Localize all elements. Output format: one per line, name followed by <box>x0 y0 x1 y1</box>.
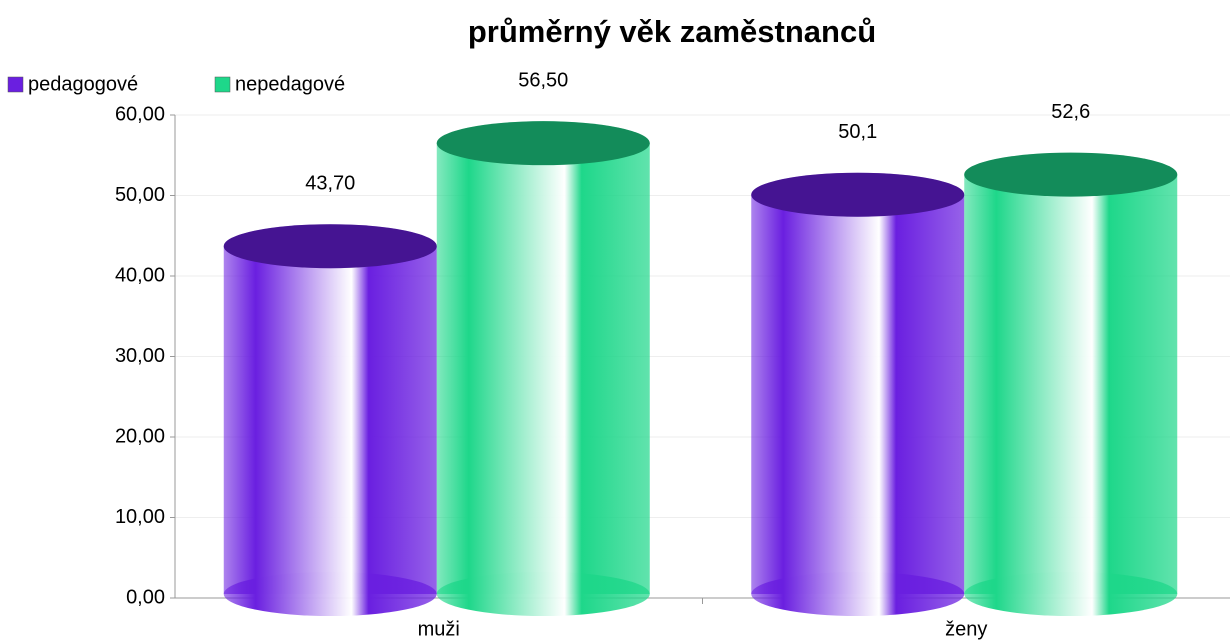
y-tick-label: 60,00 <box>115 103 165 125</box>
bar <box>223 246 437 594</box>
y-tick-label: 40,00 <box>115 264 165 286</box>
bar-top-shade <box>436 121 650 166</box>
data-label: 50,1 <box>838 121 877 143</box>
bar-top <box>964 152 1178 197</box>
bar-top-shade <box>751 172 965 217</box>
bar-top-shade <box>964 152 1178 197</box>
bar-top <box>223 224 437 269</box>
y-tick-label: 20,00 <box>115 425 165 447</box>
y-tick-label: 0,00 <box>126 586 165 608</box>
x-tick-label: muži <box>418 618 460 640</box>
data-label: 52,6 <box>1051 101 1090 123</box>
bar-top <box>751 172 965 217</box>
bar <box>436 143 650 595</box>
y-tick-label: 10,00 <box>115 506 165 528</box>
legend-swatch <box>214 76 231 93</box>
legend-label: nepedagové <box>235 73 345 95</box>
bar <box>751 194 965 594</box>
data-label: 56,50 <box>518 69 568 91</box>
bar-top <box>436 121 650 166</box>
data-label: 43,70 <box>305 172 355 194</box>
bar-top-shade <box>223 224 437 269</box>
y-tick-label: 30,00 <box>115 345 165 367</box>
bar <box>964 174 1178 594</box>
x-tick-label: ženy <box>945 618 987 640</box>
legend-label: pedagogové <box>28 73 138 95</box>
legend-swatch <box>7 76 24 93</box>
chart-title: průměrný věk zaměstnanců <box>468 14 876 49</box>
y-tick-label: 50,00 <box>115 184 165 206</box>
